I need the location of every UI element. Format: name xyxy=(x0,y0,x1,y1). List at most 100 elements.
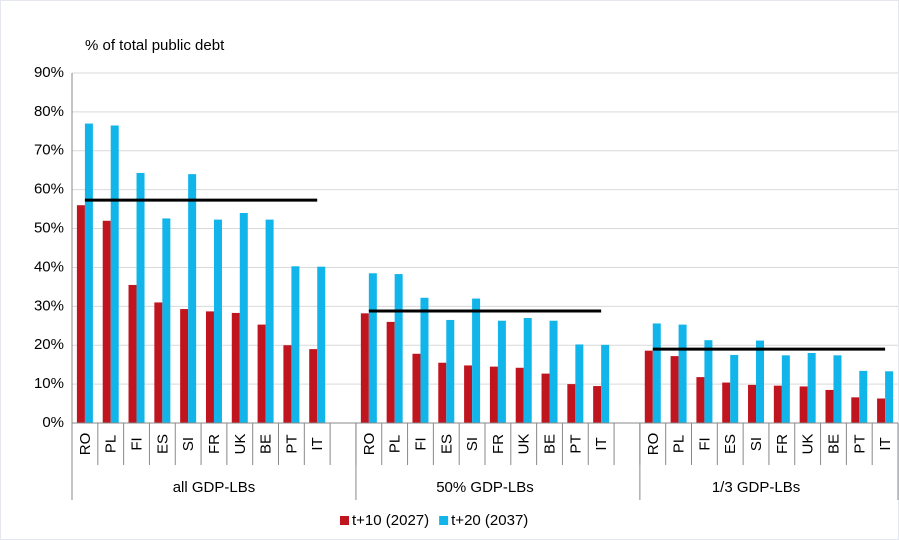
x-tick-label: FI xyxy=(129,437,146,450)
bar xyxy=(807,353,816,423)
x-tick-label: BE xyxy=(258,434,275,454)
bar xyxy=(704,340,713,423)
chart-title: % of total public debt xyxy=(85,37,225,54)
bar xyxy=(231,312,240,423)
bar xyxy=(833,355,842,423)
y-tick-label: 0% xyxy=(42,414,64,431)
bar xyxy=(781,355,790,423)
x-tick-label: SI xyxy=(748,437,765,451)
bar xyxy=(128,284,137,423)
x-tick-label: PT xyxy=(851,434,868,453)
bar xyxy=(773,385,782,423)
x-tick-label: RO xyxy=(361,433,378,456)
legend-label: t+20 (2037) xyxy=(451,512,528,529)
x-tick-label: PT xyxy=(283,434,300,453)
y-tick-label: 80% xyxy=(34,103,64,120)
x-tick-label: FR xyxy=(206,434,223,454)
y-tick-label: 50% xyxy=(34,220,64,237)
bar xyxy=(265,219,274,423)
bar xyxy=(722,382,731,423)
bar xyxy=(283,345,292,423)
bar xyxy=(257,324,266,423)
x-tick-label: FI xyxy=(696,437,713,450)
group-label: 50% GDP-LBs xyxy=(436,479,534,496)
bar xyxy=(438,362,447,423)
bar xyxy=(575,344,584,423)
y-tick-label: 30% xyxy=(34,297,64,314)
bar xyxy=(489,366,498,423)
bar xyxy=(799,386,808,423)
y-tick-label: 10% xyxy=(34,375,64,392)
x-tick-label: SI xyxy=(180,437,197,451)
bar xyxy=(523,318,532,423)
x-tick-label: RO xyxy=(645,433,662,456)
bar xyxy=(567,384,576,423)
bar xyxy=(877,398,886,423)
x-tick-label: FR xyxy=(774,434,791,454)
bar xyxy=(154,302,163,423)
bar xyxy=(205,311,214,423)
bar xyxy=(497,320,506,423)
x-tick-label: UK xyxy=(232,434,249,455)
bar xyxy=(420,297,429,423)
bar xyxy=(593,386,602,423)
y-tick-label: 70% xyxy=(34,142,64,159)
x-tick-label: ES xyxy=(154,434,171,454)
bar xyxy=(76,205,85,423)
x-tick-label: RO xyxy=(77,433,94,456)
x-tick-label: IT xyxy=(593,437,610,450)
bar xyxy=(670,356,679,423)
y-tick-label: 40% xyxy=(34,258,64,275)
bar xyxy=(386,321,395,423)
y-tick-label: 60% xyxy=(34,181,64,198)
bar xyxy=(136,172,145,423)
group-label: 1/3 GDP-LBs xyxy=(712,479,800,496)
x-tick-label: UK xyxy=(800,434,817,455)
x-tick-label: IT xyxy=(877,437,894,450)
x-tick-label: FR xyxy=(490,434,507,454)
bar xyxy=(730,354,739,423)
bar xyxy=(84,123,93,424)
bar xyxy=(317,266,326,423)
bar xyxy=(446,319,455,423)
bar xyxy=(851,397,860,423)
x-tick-label: BE xyxy=(542,434,559,454)
legend-swatch xyxy=(340,516,349,525)
x-tick-label: PL xyxy=(387,435,404,453)
bar xyxy=(360,313,369,423)
bar xyxy=(368,273,377,423)
legend-label: t+10 (2027) xyxy=(352,512,429,529)
bar xyxy=(412,353,421,423)
bar xyxy=(180,309,189,423)
x-tick-label: PL xyxy=(103,435,120,453)
bar xyxy=(678,324,687,423)
bar xyxy=(188,174,197,423)
bar xyxy=(644,350,653,423)
bar xyxy=(601,344,610,423)
bar xyxy=(515,367,524,423)
y-tick-label: 20% xyxy=(34,336,64,353)
y-tick-label: 90% xyxy=(34,64,64,81)
bar xyxy=(213,219,222,423)
x-tick-label: IT xyxy=(309,437,326,450)
bar xyxy=(102,220,111,423)
x-tick-label: UK xyxy=(516,434,533,455)
x-tick-label: ES xyxy=(438,434,455,454)
bar xyxy=(162,218,171,423)
bar xyxy=(110,125,119,423)
bar xyxy=(885,371,894,423)
x-tick-label: ES xyxy=(722,434,739,454)
bar xyxy=(652,323,661,423)
bar xyxy=(291,266,300,423)
bar xyxy=(748,384,757,423)
bar xyxy=(464,365,473,423)
bar xyxy=(696,377,705,423)
bar xyxy=(394,274,403,423)
legend-swatch xyxy=(439,516,449,525)
group-label: all GDP-LBs xyxy=(173,479,256,496)
x-tick-label: FI xyxy=(412,437,429,450)
bar xyxy=(541,373,550,423)
x-tick-label: PT xyxy=(567,434,584,453)
